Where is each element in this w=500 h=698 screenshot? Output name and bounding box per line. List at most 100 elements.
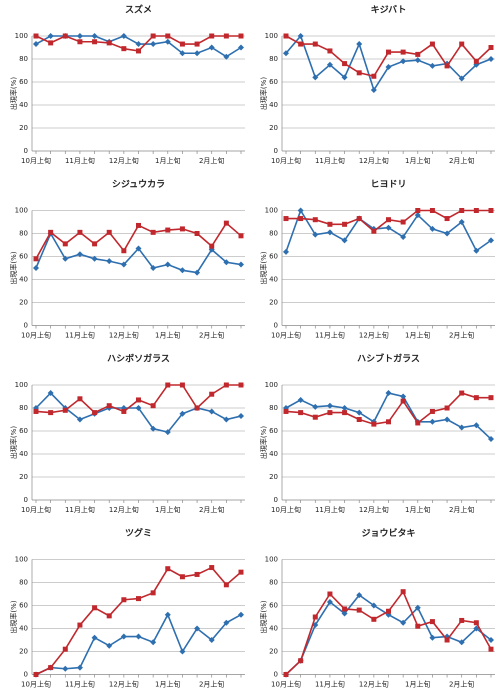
marker [429,619,435,625]
marker [459,390,465,396]
y-tick-label: 20 [19,124,28,132]
marker [312,231,319,238]
series-line [285,594,492,676]
marker [312,41,318,47]
marker [33,41,39,48]
marker [385,224,392,231]
marker [444,405,450,411]
marker [370,602,377,609]
y-tick-label: 60 [269,602,278,610]
marker [356,216,362,222]
marker [342,410,348,416]
y-tick-label: 0 [24,671,28,679]
marker [298,410,304,416]
marker [400,393,407,400]
marker [385,390,392,397]
marker [414,604,421,611]
y-axis-label: 出現率(%) [259,426,268,459]
y-tick-label: 60 [269,78,278,86]
x-tick-label: 10月上旬 [271,680,301,689]
marker [208,637,215,643]
y-tick-label: 0 [274,671,278,679]
y-tick-label: 40 [269,450,278,458]
y-tick-label: 20 [269,648,278,656]
marker [283,216,289,222]
marker [165,33,171,39]
y-tick-label: 40 [19,625,28,633]
marker [150,265,157,271]
marker [473,395,479,401]
marker [194,571,200,577]
y-tick-label: 80 [19,230,28,238]
marker [385,64,392,71]
x-tick-label: 11月上旬 [315,331,345,340]
x-tick-label: 10月上旬 [21,331,51,340]
marker [136,48,141,54]
marker [179,41,185,47]
marker [312,622,319,629]
marker [312,414,318,420]
y-tick-label: 80 [269,404,278,412]
marker [415,623,421,629]
x-tick-label: 2月上旬 [449,156,474,165]
marker [209,565,215,571]
marker [444,216,450,222]
marker [179,574,185,580]
chart-title: ハシボソガラス [107,353,170,365]
series-line [285,590,492,676]
series-line [35,612,242,676]
marker [165,566,171,572]
marker [356,607,362,613]
marker [327,591,333,597]
marker [62,241,68,247]
marker [371,421,377,427]
marker [150,41,157,48]
marker [400,233,407,240]
marker [223,382,229,388]
marker [77,229,83,235]
marker [429,225,436,232]
x-tick-label: 2月上旬 [199,331,224,340]
marker [327,221,333,227]
marker [459,208,465,213]
marker [62,665,69,672]
marker [326,61,333,68]
marker [386,217,391,223]
marker [400,398,406,404]
marker [120,261,127,268]
y-tick-label: 0 [24,496,28,504]
marker [238,413,244,420]
x-tick-label: 11月上旬 [65,680,95,689]
x-tick-label: 12月上旬 [109,505,139,514]
marker [488,208,494,213]
marker [458,424,465,431]
marker [150,403,156,409]
marker [121,597,127,603]
marker [136,222,141,228]
marker [400,589,406,595]
marker [33,408,39,414]
marker [208,44,215,51]
y-tick-label: 60 [19,78,28,86]
y-axis-label: 出現率(%) [9,426,18,459]
marker [179,226,185,232]
marker [488,45,494,50]
marker [106,403,112,409]
marker [194,625,201,632]
marker [429,41,435,47]
x-tick-label: 11月上旬 [315,156,345,165]
marker [356,592,363,599]
marker [238,569,244,575]
x-tick-label: 1月上旬 [405,156,430,165]
x-tick-label: 11月上旬 [65,156,95,165]
marker [165,227,171,233]
x-tick-label: 12月上旬 [359,156,389,165]
chart-title: スズメ [125,4,152,16]
y-tick-label: 60 [19,427,28,435]
x-tick-label: 12月上旬 [359,331,389,340]
x-tick-label: 1月上旬 [155,505,180,514]
marker [92,39,98,45]
